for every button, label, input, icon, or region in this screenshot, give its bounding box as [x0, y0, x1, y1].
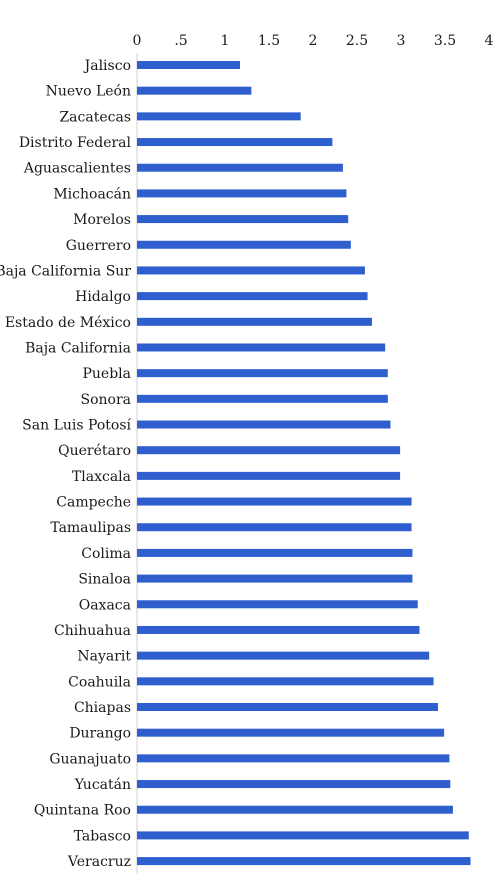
x-tick-label: 2.5: [346, 33, 368, 49]
x-tick-label: 3.5: [434, 33, 456, 49]
bar: [137, 651, 430, 660]
x-tick-label: 4: [485, 33, 494, 49]
category-label: San Luis Potosí: [22, 418, 131, 434]
category-label: Veracruz: [67, 854, 131, 870]
x-tick-label: 1: [221, 33, 230, 49]
bar: [137, 420, 391, 429]
bar: [137, 857, 471, 866]
category-label: Morelos: [73, 212, 131, 228]
bar: [137, 600, 418, 609]
bar: [137, 138, 333, 147]
x-tick-label: 1.5: [258, 33, 280, 49]
category-label: Baja California Sur: [0, 263, 131, 279]
category-label: Nayarit: [77, 649, 131, 665]
bar: [137, 446, 401, 455]
bar: [137, 523, 412, 532]
x-tick-label: 2: [309, 33, 318, 49]
bar: [137, 240, 351, 249]
bar: [137, 754, 450, 763]
category-label: Oaxaca: [79, 597, 131, 613]
bar: [137, 317, 372, 326]
bar: [137, 805, 453, 814]
category-label: Colima: [81, 546, 131, 562]
bar: [137, 831, 469, 840]
category-label: Distrito Federal: [19, 135, 132, 151]
bar: [137, 292, 368, 301]
bar: [137, 574, 413, 583]
category-label: Chihuahua: [54, 623, 131, 639]
category-label: Puebla: [82, 366, 131, 382]
category-label: Estado de México: [5, 315, 131, 331]
bar: [137, 369, 388, 378]
bars: [137, 61, 471, 866]
bar: [137, 163, 343, 172]
x-axis-ticks: 0 .5 1 1.5 2 2.5 3 3.5 4: [133, 33, 494, 49]
category-label: Aguascalientes: [23, 161, 131, 177]
x-tick-label: .5: [174, 33, 187, 49]
bar: [137, 343, 386, 352]
category-label: Yucatán: [74, 777, 131, 793]
bar: [137, 61, 240, 69]
bar: [137, 548, 413, 557]
bar: [137, 677, 434, 686]
category-label: Quintana Roo: [34, 803, 131, 819]
bar: [137, 215, 349, 224]
bar: [137, 86, 252, 95]
bar: [137, 112, 301, 121]
x-tick-label: 3: [397, 33, 406, 49]
category-label: Hidalgo: [75, 289, 131, 305]
bar: [137, 728, 445, 737]
bar: [137, 703, 438, 711]
category-label: Tabasco: [74, 828, 131, 844]
category-label: Guerrero: [66, 238, 131, 254]
bar: [137, 471, 401, 480]
bar: [137, 266, 365, 275]
bar: [137, 780, 451, 789]
category-labels: Jalisco Nuevo León Zacatecas Distrito Feder…: [0, 58, 132, 870]
category-label: Tamaulipas: [50, 520, 131, 536]
category-label: Coahuila: [68, 674, 131, 690]
category-label: Zacatecas: [59, 109, 131, 125]
x-tick-label: 0: [133, 33, 142, 49]
category-label: Nuevo León: [46, 84, 131, 100]
category-label: Jalisco: [83, 58, 131, 74]
bar: [137, 189, 347, 198]
category-label: Baja California: [25, 340, 131, 356]
bar: [137, 394, 388, 403]
bar: [137, 625, 420, 634]
bar: [137, 497, 412, 506]
category-label: Tlaxcala: [72, 469, 131, 485]
category-label: Chiapas: [74, 700, 131, 716]
category-label: Sonora: [80, 392, 131, 408]
category-label: Campeche: [56, 495, 131, 511]
category-label: Querétaro: [58, 443, 131, 459]
category-label: Guanajuato: [49, 751, 131, 767]
category-label: Sinaloa: [78, 572, 131, 588]
category-label: Michoacán: [53, 186, 131, 202]
category-label: Durango: [69, 726, 131, 742]
